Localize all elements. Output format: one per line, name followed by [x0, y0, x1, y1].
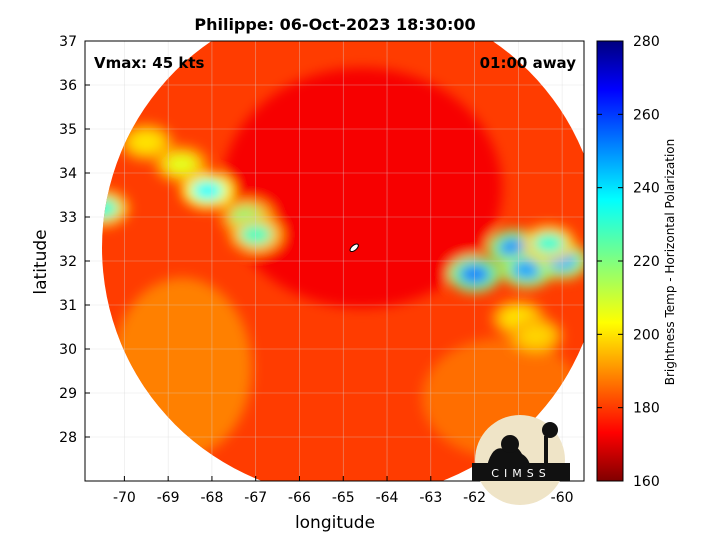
x-tick-label: -66 — [288, 490, 311, 506]
logo-text: CIMSS — [491, 467, 550, 480]
x-tick-label: -68 — [201, 490, 224, 506]
y-tick-label: 34 — [59, 166, 77, 182]
colorbar-tick-label: 160 — [633, 474, 660, 490]
x-tick-label: -60 — [551, 490, 574, 506]
x-tick-label: -70 — [113, 490, 136, 506]
y-tick-label: 35 — [59, 122, 77, 138]
colorbar-tick-label: 220 — [633, 254, 660, 270]
y-tick-label: 30 — [59, 342, 77, 358]
y-tick-label: 37 — [59, 34, 77, 50]
y-tick-label: 28 — [59, 430, 77, 446]
y-tick-label: 33 — [59, 210, 77, 226]
y-tick-label: 29 — [59, 386, 77, 402]
x-tick-label: -64 — [376, 490, 399, 506]
colorbar-tick-label: 180 — [633, 401, 660, 417]
time-offset-label: 01:00 away — [480, 54, 577, 72]
storm-center-marker — [349, 243, 359, 253]
y-tick-label: 32 — [59, 254, 77, 270]
cimss-logo: CIMSS — [472, 415, 570, 505]
y-axis-label: latitude — [31, 229, 51, 294]
x-tick-label: -69 — [157, 490, 180, 506]
colorbar-tick-label: 280 — [633, 34, 660, 50]
convection-core — [519, 325, 552, 346]
y-tick-label: 36 — [59, 78, 77, 94]
y-tick-label: 31 — [59, 298, 77, 314]
y-axis-ticks: 28 29 30 31 32 33 34 35 36 37 — [59, 34, 90, 446]
x-tick-label: -65 — [332, 490, 355, 506]
colorbar-tick-label: 240 — [633, 181, 660, 197]
colorbar-tick-label: 260 — [633, 107, 660, 123]
x-tick-label: -62 — [463, 490, 486, 506]
swath-core — [222, 67, 503, 308]
convection-core — [165, 154, 198, 175]
x-tick-label: -63 — [419, 490, 442, 506]
x-tick-label: -67 — [244, 490, 267, 506]
vmax-label: Vmax: 45 kts — [94, 54, 204, 72]
chart-title: Philippe: 06-Oct-2023 18:30:00 — [194, 15, 475, 34]
convection-core — [191, 180, 224, 201]
colorbar-tick-label: 200 — [633, 327, 660, 343]
convection-core — [130, 132, 163, 153]
convection-core — [532, 233, 565, 254]
colorbar-label: Brightness Temp - Horizontal Polarizatio… — [663, 139, 677, 386]
colorbar-ticks: 160 180 200 220 240 260 280 — [597, 34, 660, 490]
x-axis-label: longitude — [295, 513, 375, 533]
convection-core — [511, 259, 544, 280]
